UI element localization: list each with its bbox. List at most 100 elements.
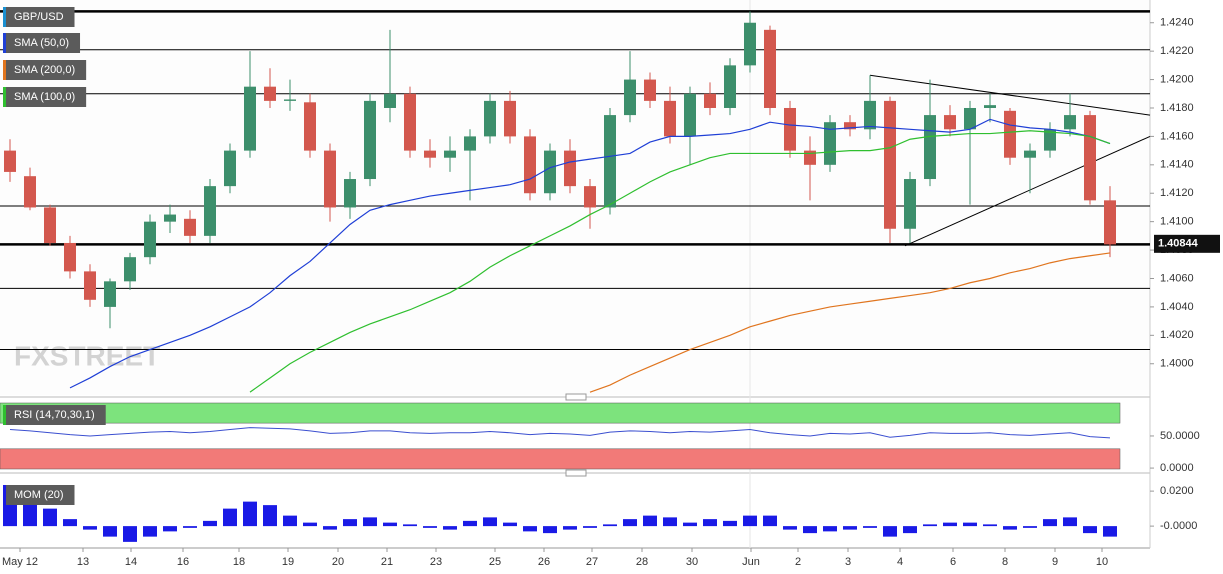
mom-bar	[643, 515, 657, 527]
mom-bar	[123, 526, 137, 542]
y-tick-label: 1.4100	[1160, 216, 1194, 228]
mom-bar	[83, 526, 97, 530]
legend-item: SMA (50,0)	[3, 33, 81, 53]
candle-body	[444, 150, 456, 158]
candle-body	[644, 79, 656, 101]
mom-bar	[203, 520, 217, 527]
mom-bar	[663, 517, 677, 527]
legend-label: SMA (50,0)	[14, 37, 69, 49]
mom-bar	[423, 526, 437, 528]
mom-bar	[703, 519, 717, 527]
candle-body	[824, 122, 836, 165]
candle-body	[404, 93, 416, 151]
mom-bar	[763, 515, 777, 527]
legend-swatch	[3, 33, 6, 53]
legend-item: SMA (200,0)	[3, 60, 87, 80]
x-tick-label: 28	[636, 556, 648, 568]
candle-body	[664, 100, 676, 137]
candle-body	[984, 105, 996, 108]
candle-body	[284, 99, 296, 101]
candle-body	[144, 221, 156, 258]
candle-body	[964, 107, 976, 130]
x-tick-label: 9	[1052, 556, 1058, 568]
y-tick-label: 1.4060	[1160, 272, 1194, 284]
candle-body	[64, 242, 76, 272]
candle-body	[884, 100, 896, 229]
candle-body	[204, 186, 216, 236]
mom-bar	[503, 522, 517, 527]
y-tick-label: 1.4200	[1160, 73, 1194, 85]
candle-body	[604, 115, 616, 208]
candle-body	[324, 150, 336, 208]
last-price-label: 1.40844	[1158, 238, 1199, 250]
legend-swatch	[3, 485, 6, 505]
candle-body	[464, 136, 476, 151]
legend-swatch	[3, 60, 6, 80]
legend-item: MOM (20)	[3, 485, 75, 505]
legend-label: RSI (14,70,30,1)	[14, 409, 95, 421]
candle-body	[544, 150, 556, 194]
y-tick-label: 1.4180	[1160, 102, 1194, 114]
candle-body	[784, 107, 796, 151]
candle-body	[164, 214, 176, 222]
legend-swatch	[3, 405, 6, 425]
mom-bar	[343, 519, 357, 527]
price-pane	[0, 0, 1150, 395]
mom-bar	[103, 526, 117, 537]
candle-body	[484, 100, 496, 137]
candle-body	[924, 115, 936, 180]
x-tick-label: 27	[586, 556, 598, 568]
pane-handle[interactable]	[565, 469, 587, 477]
candle-body	[244, 86, 256, 151]
candle-body	[1064, 115, 1076, 130]
sma-line	[69, 118, 1111, 389]
x-tick-label: 3	[845, 556, 851, 568]
mom-bar	[1043, 519, 1057, 527]
watermark: FXSTREET	[14, 340, 160, 371]
mom-bar	[823, 526, 837, 532]
sma-line	[249, 130, 1111, 393]
legend-label: MOM (20)	[14, 489, 64, 501]
candle-body	[4, 150, 16, 172]
candle-body	[424, 150, 436, 158]
mom-bar	[1103, 526, 1117, 537]
mom-bar	[923, 524, 937, 527]
candle-body	[1044, 129, 1056, 151]
legend-box	[3, 405, 106, 425]
x-tick-label: 10	[1096, 556, 1108, 568]
x-tick-label: 21	[381, 556, 393, 568]
x-tick-label: 14	[125, 556, 137, 568]
x-tick-label: 6	[950, 556, 956, 568]
candle-body	[224, 150, 236, 187]
mom-bar	[883, 526, 897, 537]
x-tick-label: 16	[177, 556, 189, 568]
candle-body	[104, 281, 116, 307]
x-tick-label: 20	[332, 556, 344, 568]
trendline	[904, 135, 1151, 247]
candle-body	[864, 100, 876, 130]
mom-bar	[23, 501, 37, 527]
legend-item: SMA (100,0)	[3, 87, 87, 107]
mom-bar	[963, 522, 977, 527]
pane-handle[interactable]	[565, 393, 587, 401]
mom-bar	[743, 515, 757, 527]
legend-box	[3, 87, 87, 107]
trendline	[869, 74, 1151, 116]
candle-body	[744, 22, 756, 66]
mom-bar	[783, 526, 797, 530]
y-tick-label: -0.0000	[1160, 520, 1197, 532]
legend-box	[3, 33, 81, 53]
y-tick-label: 1.4120	[1160, 187, 1194, 199]
x-tick-label: 2	[795, 556, 801, 568]
candle-body	[124, 257, 136, 282]
y-tick-label: 1.4140	[1160, 159, 1194, 171]
mom-bar	[1023, 526, 1037, 528]
legend-label: SMA (100,0)	[14, 91, 75, 103]
x-tick-label: 30	[686, 556, 698, 568]
candle-body	[944, 115, 956, 130]
mom-bar	[683, 522, 697, 527]
mom-bar	[603, 524, 617, 527]
mom-bar	[463, 520, 477, 527]
mom-bar	[943, 522, 957, 527]
